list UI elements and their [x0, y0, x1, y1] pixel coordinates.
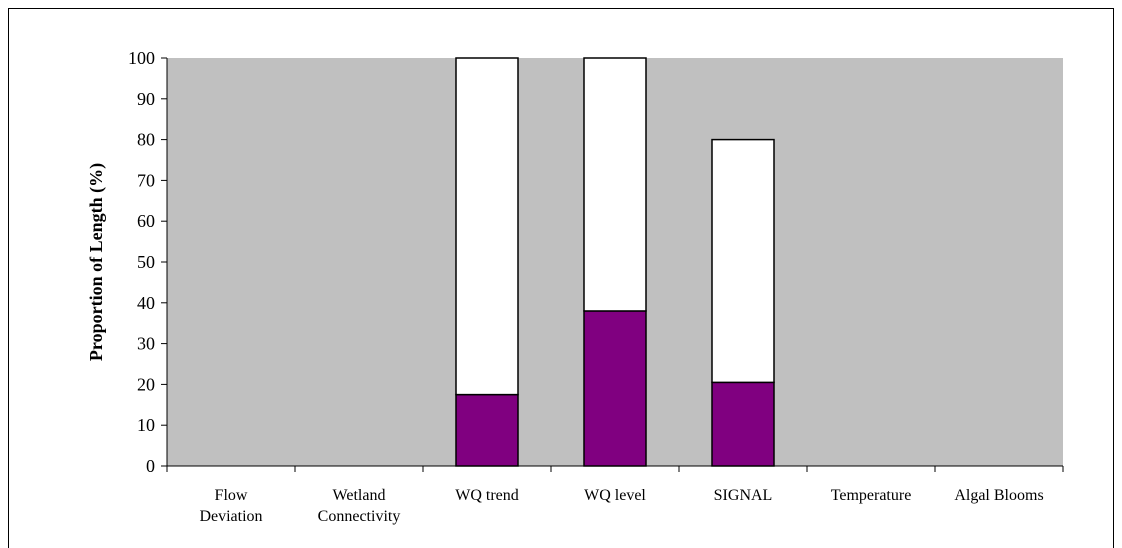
x-tick-label: Temperature: [831, 487, 912, 504]
y-tick-label: 80: [137, 130, 155, 150]
y-tick-label: 40: [137, 293, 155, 313]
bar-segment: [455, 57, 519, 396]
y-tick-label: 10: [137, 415, 155, 435]
x-tick-label: SIGNAL: [714, 487, 773, 504]
bar-segment: [583, 310, 647, 467]
x-tick-label: Algal Blooms: [954, 487, 1043, 504]
y-axis-title: Proportion of Length (%): [86, 163, 107, 361]
x-tick-label: Flow Deviation: [199, 487, 262, 525]
y-tick-label: 100: [128, 48, 155, 68]
y-tick-label: 0: [146, 456, 155, 476]
y-tick-label: 60: [137, 211, 155, 231]
y-tick-label: 90: [137, 89, 155, 109]
bar-segment: [711, 138, 775, 384]
bar-segment: [455, 393, 519, 467]
y-tick-label: 50: [137, 252, 155, 272]
y-tick-label: 70: [137, 170, 155, 190]
x-tick-label: WQ level: [584, 487, 646, 504]
axes: 0 10 20 30 40 50 60 70 80 90 100 Flow Deviation Wetla…: [128, 48, 1064, 525]
bar-segment: [711, 381, 775, 467]
x-tick-label: WQ trend: [455, 487, 519, 504]
y-tick-label: 20: [137, 374, 155, 394]
bars: [455, 57, 775, 467]
y-tick-label: 30: [137, 334, 155, 354]
x-tick-label: Wetland Connectivity: [318, 487, 401, 525]
bar-segment: [583, 57, 647, 312]
